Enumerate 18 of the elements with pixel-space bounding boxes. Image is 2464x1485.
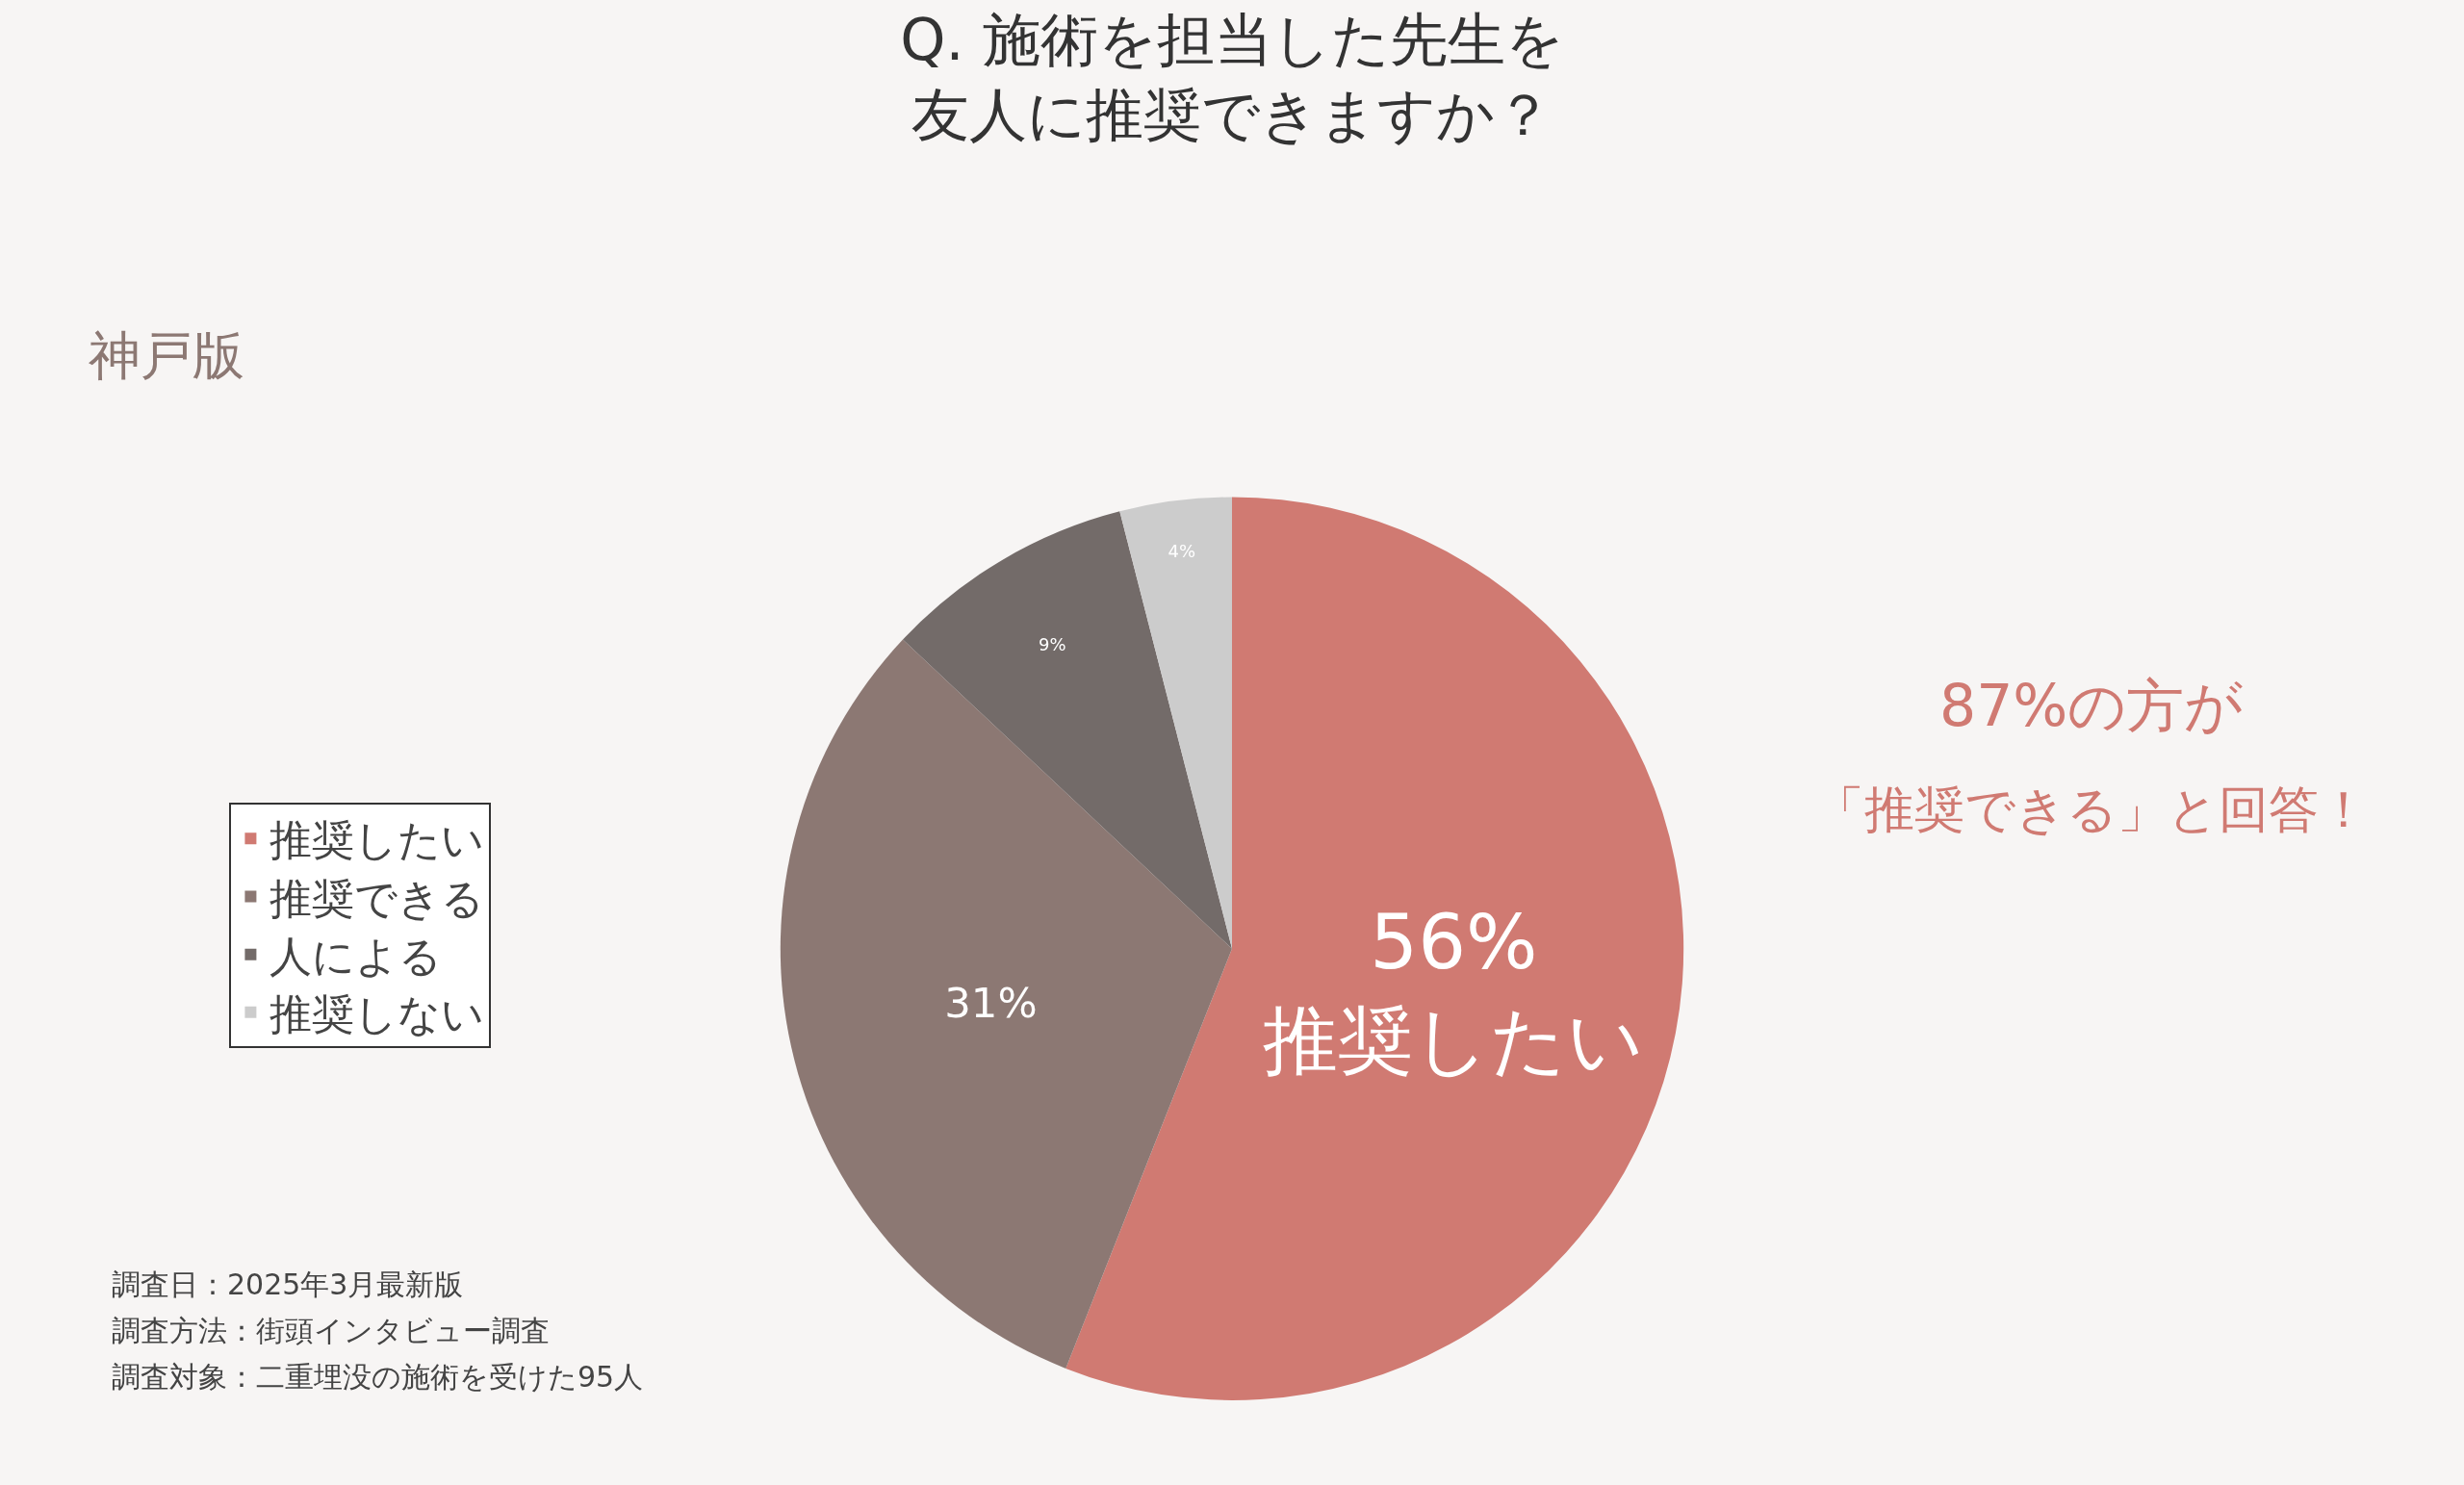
data-label: 31% [944, 978, 1038, 1027]
text: 87%の方が [1939, 672, 2244, 739]
text: 「推奨できる」と回答！ [1814, 781, 2369, 838]
pie-slice [780, 639, 1232, 1369]
pie-slice [902, 511, 1232, 949]
pie-slice [1065, 497, 1683, 1400]
legend-label: 推奨したい [270, 815, 485, 865]
legend-label: 推奨できる [270, 873, 485, 923]
pie-slice [1119, 497, 1232, 949]
data-label: 9% [1038, 634, 1066, 655]
text: 調査日：2025年3月最新版 [112, 1267, 464, 1301]
chart-title: Q. 施術を担当した先生を友人に推奨できますか？ [900, 5, 1564, 148]
legend-label: 人による [270, 931, 443, 981]
data-label: 56% 推奨したい [1263, 898, 1645, 1085]
legend-label: 推奨しない [270, 989, 485, 1039]
text: 調査方法：街頭インタビュー調査 [112, 1314, 550, 1347]
text: 神戸版 [89, 325, 244, 386]
text: 調査対象：二重埋没の施術を受けた95人 [112, 1360, 644, 1394]
